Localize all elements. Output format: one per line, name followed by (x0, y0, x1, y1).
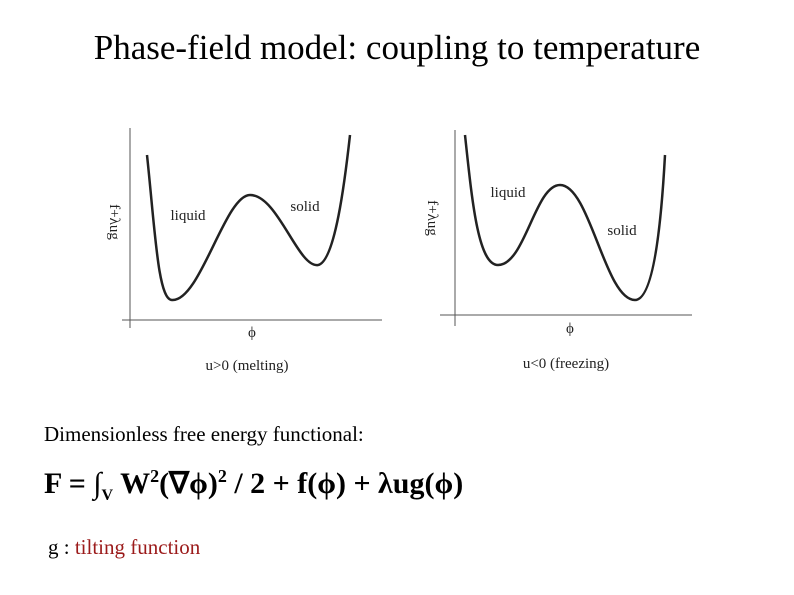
y-label: f+λug (424, 200, 440, 236)
annotation: solid (290, 199, 320, 215)
note-symbol: g : (48, 535, 70, 559)
x-label: ϕ (248, 325, 256, 341)
plots: f+λug liquid solid ϕ u>0 (melting) f+λug… (106, 128, 692, 374)
formula-part: 2 (150, 466, 160, 486)
curve (145, 134, 352, 302)
note-description: tilting function (74, 535, 201, 559)
formula-part: W (120, 467, 151, 500)
formula-part: 2 (217, 466, 227, 486)
formula-part: V (101, 487, 114, 504)
formula-part: F = ∫ (44, 467, 102, 500)
formula: F = ∫V W2(∇ϕ)2 / 2 + f(ϕ) + λug(ϕ) (44, 466, 463, 505)
annotation: liquid (490, 185, 526, 201)
caption: u<0 (freezing) (523, 356, 609, 372)
annotation: solid (607, 223, 637, 239)
axes (440, 130, 692, 326)
plot-right: f+λug liquid solid ϕ u<0 (freezing) (424, 130, 692, 372)
note: g : tilting function (48, 535, 200, 560)
formula-part: (∇ϕ) (159, 467, 218, 500)
caption: u>0 (melting) (205, 358, 288, 374)
formula-part: / 2 + f(ϕ) + λug(ϕ) (234, 467, 464, 500)
axes (122, 128, 382, 328)
y-label: f+λug (106, 204, 122, 240)
title: Phase-field model: coupling to temperatu… (93, 28, 701, 67)
x-label: ϕ (566, 321, 574, 337)
annotation: liquid (170, 208, 206, 224)
curve (463, 134, 667, 302)
plot-left: f+λug liquid solid ϕ u>0 (melting) (106, 128, 382, 374)
body-text: Dimensionless free energy functional: (44, 422, 364, 446)
